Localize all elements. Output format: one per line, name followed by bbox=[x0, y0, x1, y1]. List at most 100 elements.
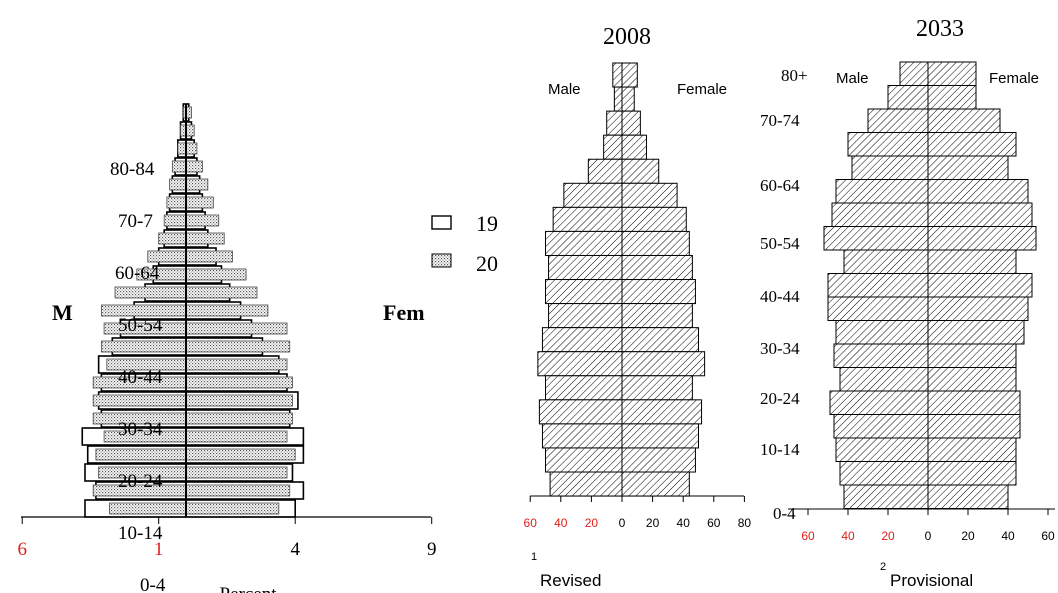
bar-20-row-7 bbox=[158, 232, 225, 245]
female-label: Fem bbox=[383, 300, 425, 325]
age-label-30-34: 30-34 bbox=[118, 419, 163, 440]
x-axis-ticks-2008: 60 40 20 0 20 40 60 80 bbox=[524, 496, 752, 530]
bar-20-row-18 bbox=[103, 430, 288, 443]
c1-tick-label-3: 9 bbox=[427, 539, 437, 560]
c1-tick-label-2: 4 bbox=[290, 539, 300, 560]
bar-2033-row-12 bbox=[833, 343, 1017, 368]
bar-2008-row-3 bbox=[603, 134, 647, 160]
bar-2033-row-3 bbox=[847, 132, 1017, 157]
legend-label-19: 19 bbox=[476, 211, 498, 236]
age-label-10-14: 10-14 bbox=[118, 523, 163, 544]
footnote-2033: Provisional bbox=[890, 571, 973, 590]
c3-tick-label-1: 40 bbox=[841, 529, 855, 543]
c2-tick-label-2: 20 bbox=[585, 516, 599, 530]
c2-tick-label-0: 60 bbox=[524, 516, 538, 530]
bar-2008-row-11 bbox=[541, 327, 699, 353]
bar-20-row-4 bbox=[169, 178, 209, 191]
bar-20-row-22 bbox=[109, 502, 280, 515]
bar-20-row-14 bbox=[106, 358, 288, 371]
male-label-2033: Male bbox=[836, 70, 869, 87]
bar-2008-row-5 bbox=[563, 182, 678, 208]
bar-2033-row-15 bbox=[833, 414, 1021, 439]
bar-2008-row-15 bbox=[541, 423, 699, 449]
bar-20-row-16 bbox=[92, 394, 293, 407]
bar-20-row-13 bbox=[100, 340, 291, 353]
bar-2033-row-0 bbox=[899, 61, 977, 86]
bar-20-row-2 bbox=[177, 142, 198, 155]
bar-20-row-3 bbox=[171, 160, 203, 173]
bar-2008-row-4 bbox=[587, 158, 660, 184]
age-label-40-44-2033: 40-44 bbox=[760, 287, 800, 306]
age-label-0-4-2033: 0-4 bbox=[773, 504, 796, 523]
age-label-50-54: 50-54 bbox=[118, 315, 163, 336]
c2-tick-label-5: 40 bbox=[677, 516, 691, 530]
bar-20-row-15 bbox=[92, 376, 293, 389]
c2-tick-label-4: 20 bbox=[646, 516, 660, 530]
legend-swatch-19 bbox=[431, 215, 452, 230]
c2-tick-label-3: 0 bbox=[619, 516, 626, 530]
chart-title-2008: 2008 bbox=[603, 24, 651, 50]
bar-20-row-17 bbox=[92, 412, 293, 425]
legend: 19 20 bbox=[431, 211, 498, 276]
bar-2008-row-0 bbox=[612, 62, 638, 88]
c3-tick-label-0: 60 bbox=[801, 529, 815, 543]
age-label-40-44: 40-44 bbox=[118, 367, 163, 388]
bar-2033-row-11 bbox=[835, 320, 1025, 345]
bar-2008-row-6 bbox=[552, 206, 687, 232]
bar-2008-row-17 bbox=[549, 471, 690, 497]
c2-tick-label-7: 80 bbox=[738, 516, 752, 530]
c1-tick-label-0: 6 bbox=[17, 539, 27, 560]
male-label: M bbox=[52, 300, 73, 325]
female-label-2008: Female bbox=[677, 81, 727, 98]
bar-20-row-6 bbox=[163, 214, 220, 227]
legend-swatch-20 bbox=[431, 253, 452, 268]
age-label-60-64-2033: 60-64 bbox=[760, 176, 800, 195]
bar-2008-row-9 bbox=[545, 279, 696, 305]
age-label-80-84: 80-84 bbox=[110, 159, 155, 180]
bar-2008-row-7 bbox=[545, 230, 690, 256]
c1-tick-label-1: 1 bbox=[154, 539, 164, 560]
x-axis-ticks: 6 1 4 9 bbox=[17, 517, 436, 560]
bar-2033-row-18 bbox=[843, 484, 1009, 509]
age-label-20-24: 20-24 bbox=[118, 471, 163, 492]
age-label-70-7: 70-7 bbox=[118, 211, 153, 232]
age-label-60-64: 60-64 bbox=[115, 263, 160, 284]
bars-2008 bbox=[537, 62, 706, 497]
age-label-20-24-2033: 20-24 bbox=[760, 389, 800, 408]
age-label-80plus: 80+ bbox=[781, 66, 808, 85]
male-label-2008: Male bbox=[548, 81, 581, 98]
bar-2033-row-5 bbox=[835, 179, 1029, 204]
c3-tick-label-2: 20 bbox=[881, 529, 895, 543]
bar-2033-row-8 bbox=[843, 249, 1017, 274]
bar-2008-row-10 bbox=[548, 303, 693, 329]
bar-2033-row-9 bbox=[827, 273, 1033, 298]
bar-2033-row-4 bbox=[851, 155, 1009, 180]
footnote-mark-2033: 2 bbox=[880, 561, 886, 573]
bar-20-row-9 bbox=[136, 268, 247, 281]
x-axis-ticks-2033: 60 40 20 0 20 40 60 bbox=[801, 509, 1055, 543]
footnote-mark-2008: 1 bbox=[531, 551, 537, 563]
bar-20-row-12 bbox=[103, 322, 288, 335]
c3-tick-label-5: 40 bbox=[1001, 529, 1015, 543]
pyramid-chart-2033: 2033 Male Female 80+ 70-74 60-64 50-54 4… bbox=[760, 16, 1055, 590]
age-label-0-4: 0-4 bbox=[140, 575, 166, 593]
legend-label-20: 20 bbox=[476, 251, 498, 276]
bar-20-row-1 bbox=[180, 124, 195, 137]
bars-2033 bbox=[823, 61, 1037, 509]
bar-2033-row-1 bbox=[887, 85, 977, 110]
bar-2008-row-12 bbox=[537, 351, 706, 377]
bar-2033-row-16 bbox=[835, 437, 1017, 462]
x-axis-title: Percent bbox=[220, 584, 278, 593]
bar-2033-row-6 bbox=[831, 202, 1033, 227]
female-label-2033: Female bbox=[989, 70, 1039, 87]
age-label-30-34-2033: 30-34 bbox=[760, 339, 800, 358]
bar-2033-row-2 bbox=[867, 108, 1001, 133]
age-label-10-14-2033: 10-14 bbox=[760, 440, 800, 459]
bar-20-row-8 bbox=[147, 250, 233, 263]
bar-2033-row-14 bbox=[829, 390, 1021, 415]
c3-tick-label-4: 20 bbox=[961, 529, 975, 543]
bar-20-row-21 bbox=[92, 484, 291, 497]
bar-2008-row-16 bbox=[545, 447, 696, 473]
